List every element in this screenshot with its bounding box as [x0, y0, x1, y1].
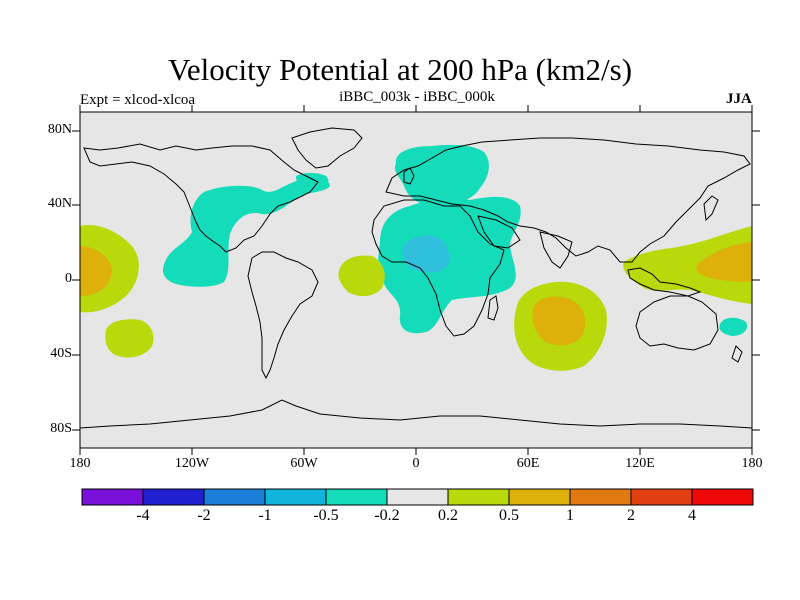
colorbar	[81, 488, 754, 506]
colorbar-box	[203, 488, 266, 506]
lat-label-80s: 80S	[50, 421, 72, 436]
anomaly-neg-west-africa-core	[402, 235, 450, 273]
colorbar-label: 1	[566, 507, 574, 524]
colorbar-label: -2	[197, 507, 211, 524]
coast-europe-asia	[385, 137, 751, 263]
anomaly-neg-north-america	[162, 177, 330, 287]
colorbar-box	[142, 488, 205, 506]
lat-label-40n: 40N	[47, 196, 72, 211]
anomaly-pos-indian-ocean-core	[532, 296, 586, 346]
colorbar-label: 0.5	[499, 507, 519, 524]
lon-label-180w: 180	[69, 456, 91, 471]
coastlines	[80, 127, 752, 429]
coast-north-america	[83, 143, 319, 253]
anomaly-pos-south-atlantic	[338, 255, 385, 297]
colorbar-label: -0.5	[313, 507, 339, 524]
lon-label-120e: 120E	[625, 456, 655, 471]
velocity-potential-field	[80, 127, 752, 429]
lon-label-60w: 60W	[290, 456, 318, 471]
coast-new-zealand	[731, 345, 743, 363]
lon-ticks	[79, 105, 753, 455]
anomaly-neg-atlantic-africa	[378, 196, 521, 334]
anomaly-pos-south-pacific	[105, 319, 154, 358]
colorbar-box	[630, 488, 693, 506]
lat-label-0: 0	[65, 271, 72, 286]
anomaly-neg-arctic-europe	[394, 144, 489, 206]
coast-south-america	[247, 251, 319, 380]
difference-label: iBBC_003k - iBBC_000k	[339, 89, 495, 105]
colorbar-label: -1	[258, 507, 272, 524]
anomaly-pos-west-pacific-core	[696, 242, 752, 282]
coast-australia	[635, 295, 719, 351]
colorbar-label: 2	[627, 507, 635, 524]
colorbar-box	[447, 488, 510, 506]
coast-uk	[403, 167, 415, 185]
anomaly-neg-australia	[719, 317, 748, 336]
colorbar-box	[325, 488, 388, 506]
lat-label-80n: 80N	[47, 122, 72, 137]
coast-antarctica	[80, 399, 752, 429]
anomaly-neg-labrador	[296, 173, 329, 190]
anomaly-pos-west-pacific	[623, 226, 752, 304]
coast-africa	[371, 199, 505, 337]
lon-label-120w: 120W	[174, 456, 210, 471]
page-title: Velocity Potential at 200 hPa (km2/s)	[167, 52, 633, 87]
coast-greenland	[291, 127, 363, 169]
colorbar-box	[569, 488, 632, 506]
colorbar-box	[508, 488, 571, 506]
coast-madagascar	[487, 295, 499, 321]
coast-japan	[703, 195, 719, 222]
colorbar-box	[386, 488, 449, 506]
colorbar-label: -4	[136, 507, 150, 524]
lon-label-0: 0	[412, 456, 420, 471]
lon-label-180e: 180	[741, 456, 763, 471]
experiment-label: Expt = xlcod-xlcoa	[80, 92, 196, 108]
colorbar-label: -0.2	[374, 507, 400, 524]
coast-india	[539, 231, 573, 269]
anomaly-pos-east-pacific-core	[80, 246, 112, 296]
colorbar-label: 0.2	[438, 507, 458, 524]
colorbar-box	[264, 488, 327, 506]
coast-maritime-continent	[627, 267, 702, 297]
colorbar-box	[691, 488, 754, 506]
colorbar-box	[81, 488, 144, 506]
colorbar-label: 4	[688, 507, 696, 524]
season-label: JJA	[726, 91, 752, 107]
lat-label-40s: 40S	[50, 346, 72, 361]
lat-ticks	[72, 130, 760, 431]
coast-arabia	[477, 215, 521, 249]
lon-label-60e: 60E	[516, 456, 540, 471]
